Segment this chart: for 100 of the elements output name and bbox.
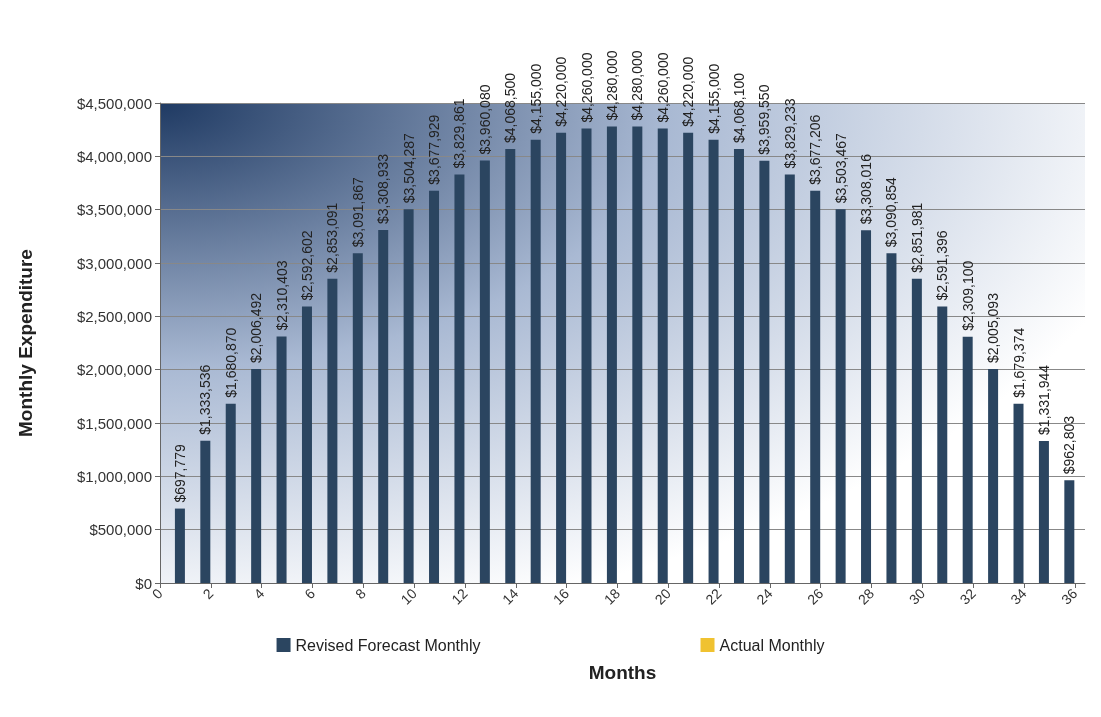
bar	[251, 368, 262, 583]
y-tick-label: $0	[135, 574, 152, 592]
data-label: $2,592,602	[298, 230, 315, 301]
data-label: $3,829,233	[781, 98, 798, 169]
y-tick-label: $500,000	[89, 521, 152, 539]
bar	[403, 209, 414, 583]
data-label: $4,280,000	[603, 50, 620, 121]
data-label: $2,309,100	[959, 260, 976, 331]
bar	[835, 209, 846, 583]
y-tick-label: $4,500,000	[76, 94, 152, 112]
y-tick-label: $3,000,000	[76, 254, 152, 272]
bar	[1064, 480, 1075, 583]
x-tick-label: 6	[301, 585, 319, 603]
bar	[683, 132, 694, 583]
x-tick-label: 32	[956, 585, 979, 608]
data-label: $3,504,287	[400, 132, 417, 204]
bar	[886, 253, 897, 583]
legend-label: Revised Forecast Monthly	[295, 636, 481, 654]
bar	[301, 306, 312, 583]
data-label: $962,803	[1061, 415, 1078, 475]
y-axis-title: Monthly Expenditure	[15, 249, 36, 437]
data-label: $2,006,492	[248, 292, 265, 363]
y-tick-label: $4,000,000	[76, 147, 152, 165]
bar	[606, 126, 617, 583]
bar	[327, 278, 338, 583]
bar	[810, 190, 821, 583]
data-label: $3,960,080	[476, 84, 493, 155]
data-label: $3,829,861	[451, 98, 468, 169]
data-label: $1,679,374	[1010, 327, 1027, 398]
bar	[530, 139, 541, 583]
bar	[657, 128, 668, 583]
x-tick-label: 12	[448, 585, 471, 608]
data-label: $2,310,403	[273, 260, 290, 331]
data-label: $697,779	[171, 443, 188, 503]
data-label: $4,220,000	[680, 56, 697, 127]
x-tick-label: 24	[753, 585, 776, 608]
data-label: $3,503,467	[832, 133, 849, 204]
x-tick-label: 18	[600, 585, 624, 608]
bar	[200, 440, 211, 583]
x-tick-label: 2	[199, 585, 217, 603]
y-tick-label: $1,000,000	[76, 467, 152, 485]
data-label: $1,680,870	[222, 327, 239, 398]
data-label: $3,677,929	[426, 114, 443, 185]
data-label: $2,005,093	[985, 292, 1002, 364]
data-label: $4,220,000	[553, 56, 570, 127]
data-label: $3,959,550	[756, 84, 773, 155]
bar	[784, 174, 795, 583]
bar	[174, 508, 185, 583]
bar	[225, 403, 236, 583]
x-tick-label: 28	[854, 585, 878, 608]
data-label: $2,853,091	[324, 202, 341, 273]
legend-label: Actual Monthly	[719, 636, 825, 654]
x-tick-label: 36	[1058, 585, 1081, 608]
data-label: $3,090,854	[883, 177, 900, 248]
data-label: $4,155,000	[527, 63, 544, 134]
bar	[276, 336, 287, 583]
bar	[581, 128, 592, 583]
data-label: $4,155,000	[705, 63, 722, 134]
x-axis-title: Months	[588, 662, 657, 683]
bar	[733, 149, 744, 583]
x-tick-label: 34	[1007, 585, 1030, 608]
x-tick-label: 30	[905, 585, 929, 608]
bar	[911, 278, 922, 583]
bar	[1013, 403, 1024, 583]
bar	[861, 230, 872, 583]
bar	[1038, 440, 1049, 583]
y-tick-label: $2,500,000	[76, 307, 152, 325]
x-tick-label: 14	[499, 585, 522, 608]
bar	[708, 139, 719, 583]
data-label: $4,260,000	[654, 52, 671, 123]
data-label: $2,591,396	[934, 230, 951, 301]
data-label: $4,068,100	[730, 72, 747, 144]
y-tick-label: $2,000,000	[76, 361, 152, 379]
data-label: $1,331,944	[1035, 364, 1052, 435]
x-tick-label: 10	[397, 585, 420, 608]
y-tick-label: $3,500,000	[76, 201, 152, 219]
data-label: $3,308,016	[858, 153, 875, 225]
bar	[759, 160, 770, 583]
bar	[454, 174, 465, 583]
bar	[632, 126, 643, 583]
bar	[429, 190, 440, 583]
data-label: $4,280,000	[629, 50, 646, 121]
x-tick-label: 8	[352, 585, 370, 603]
data-label: $3,091,867	[349, 176, 366, 248]
bar	[988, 369, 999, 583]
data-label: $1,333,536	[197, 364, 214, 435]
bar	[479, 160, 490, 583]
data-label: $3,677,206	[807, 114, 824, 185]
x-tick-label: 26	[804, 585, 827, 608]
data-label: $4,260,000	[578, 52, 595, 123]
x-tick-label: 22	[702, 585, 725, 608]
y-tick-label: $1,500,000	[76, 414, 152, 432]
data-label: $2,851,981	[908, 202, 925, 273]
bar	[937, 306, 948, 583]
x-tick-label: 16	[549, 585, 573, 608]
bar	[352, 253, 363, 583]
x-tick-label: 20	[651, 585, 675, 608]
bar	[962, 336, 973, 583]
x-tick-label: 4	[250, 585, 268, 603]
bar	[505, 149, 516, 583]
